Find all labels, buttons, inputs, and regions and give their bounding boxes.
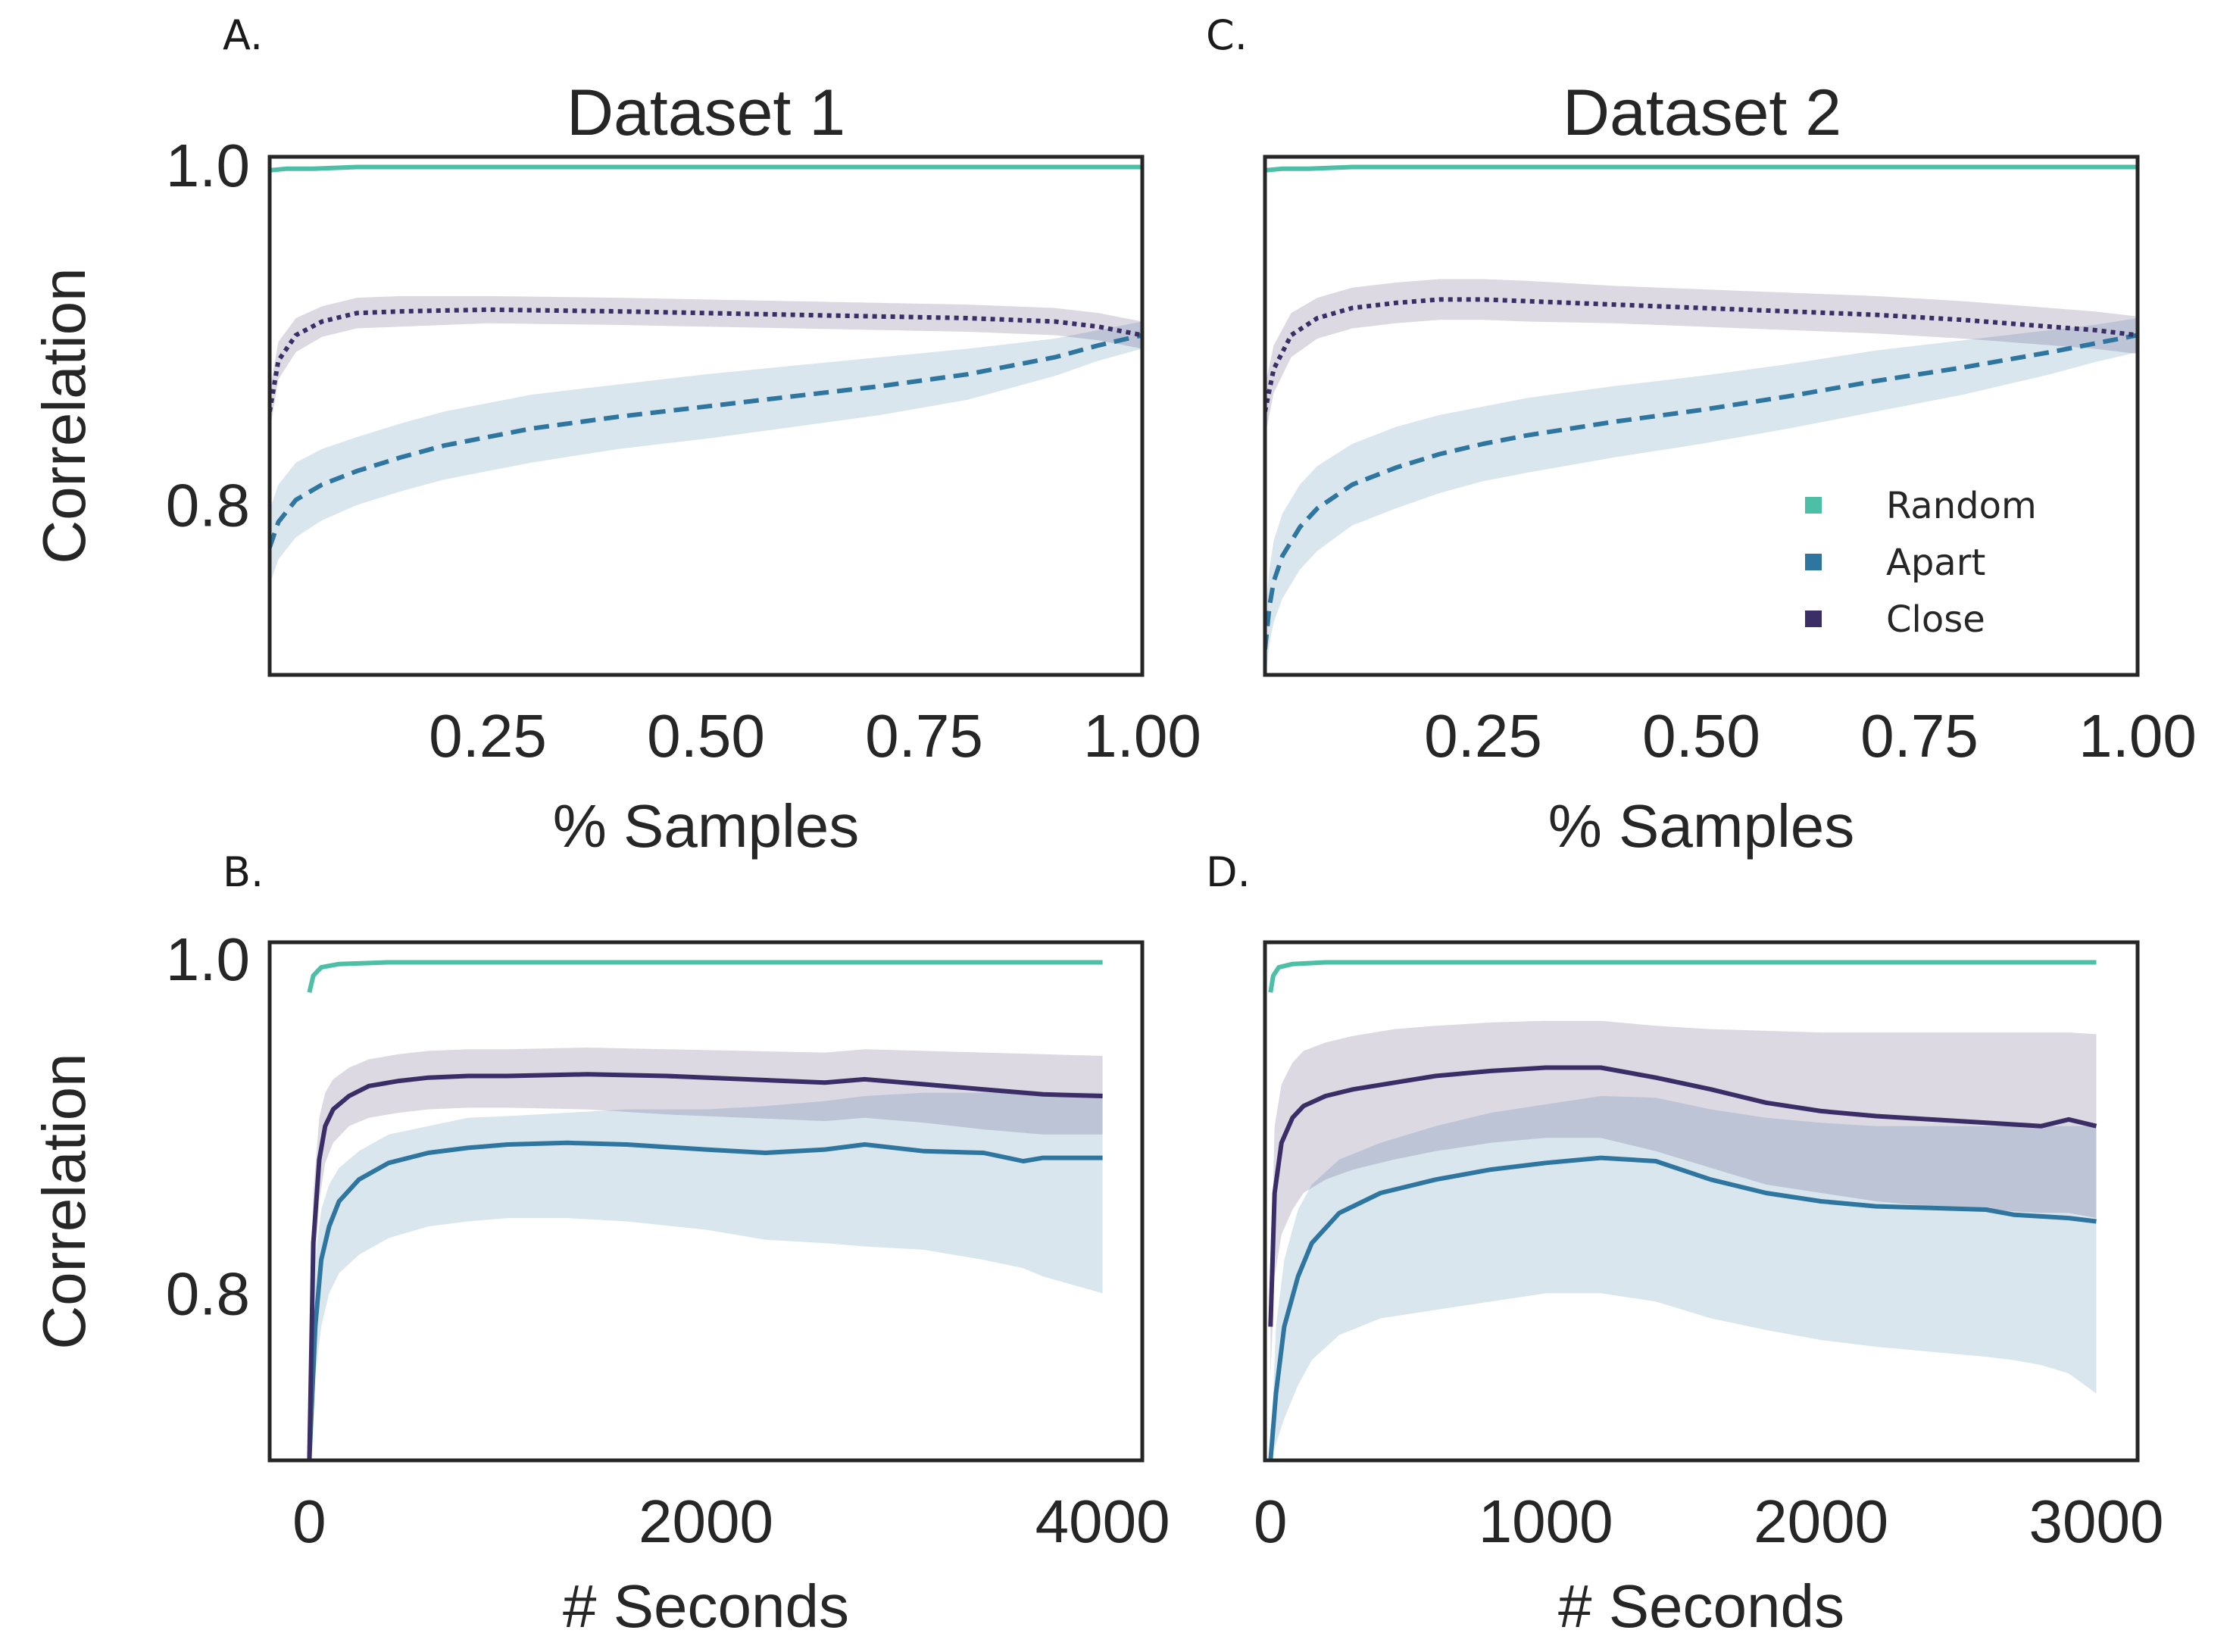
x-tick-label: 1.00 [2079, 702, 2197, 770]
panel-letter-c: C. [1206, 11, 1248, 59]
legend-swatch-close [1805, 611, 1822, 627]
band-close [1265, 279, 2138, 437]
plot-area-a [270, 164, 1142, 586]
x-tick-label: 1000 [1479, 1488, 1613, 1555]
chart-title-a: Dataset 1 [567, 77, 845, 149]
x-axis-label: % Samples [553, 792, 860, 860]
panel-a: A. Dataset 1 [223, 11, 845, 149]
panel-b: B. [223, 848, 264, 896]
x-tick-label: 0.25 [1424, 702, 1542, 770]
x-tick-label: 0.25 [429, 702, 547, 770]
y-axis-label: Correlation [30, 267, 98, 564]
series-line-random [307, 960, 1103, 993]
x-tick-label: 2000 [1754, 1488, 1888, 1555]
legend: Random Apart Close [1805, 485, 2037, 641]
series-line-random [270, 164, 1142, 173]
series-line-apart [1268, 1155, 2097, 1460]
x-tick-label: 0.50 [1642, 702, 1760, 770]
x-tick-label: 0.75 [1860, 702, 1979, 770]
x-tick-label: 1.00 [1083, 702, 1201, 770]
plot-area-b [307, 960, 1103, 1460]
panel-letter-b: B. [223, 848, 264, 896]
band-apart [309, 1092, 1103, 1460]
plot-frame [267, 940, 1145, 1463]
series-line-apart [307, 1140, 1103, 1460]
legend-swatch-apart [1805, 554, 1822, 570]
plot-frame [1263, 155, 2140, 677]
chart-title-c: Dataset 2 [1563, 77, 1841, 149]
y-tick-label: 1.0 [166, 132, 250, 199]
plot-d: 0 1000 2000 3000 # Seconds [1254, 940, 2164, 1640]
plot-a: 0.25 0.50 0.75 1.00 0.8 1.0 % Samples Correlati… [30, 132, 1201, 860]
legend-label-random: Random [1886, 485, 2037, 527]
series-line-random [1265, 164, 2138, 173]
plot-c: 0.25 0.50 0.75 1.00 % Samples Random Apart Clos… [1263, 155, 2197, 860]
x-axis-label: % Samples [1548, 792, 1855, 860]
legend-label-close: Close [1886, 598, 1985, 641]
panel-d: D. [1206, 848, 1251, 896]
x-tick-label: 4000 [1035, 1488, 1170, 1555]
band-apart [270, 321, 1142, 586]
panel-letter-d: D. [1206, 848, 1251, 896]
series-line-apart [270, 333, 1142, 548]
x-tick-label: 0.50 [647, 702, 765, 770]
legend-label-apart: Apart [1886, 542, 1985, 584]
band-apart [1265, 318, 2138, 675]
plot-area-d [1268, 960, 2097, 1460]
series-line-close [307, 1072, 1103, 1460]
plot-frame [1263, 940, 2140, 1463]
x-tick-label: 0.75 [865, 702, 983, 770]
y-tick-label: 1.0 [166, 926, 250, 993]
y-axis-label: Correlation [30, 1053, 98, 1349]
panel-c: C. Dataset 2 [1206, 11, 1841, 149]
plot-area-c [1265, 164, 2138, 675]
series-line-random [1268, 960, 2097, 993]
x-tick-label: 0 [292, 1488, 326, 1555]
series-line-apart [1265, 333, 2138, 650]
x-tick-label: 2000 [639, 1488, 773, 1555]
x-tick-label: 3000 [2029, 1488, 2164, 1555]
band-close [270, 295, 1142, 433]
series-line-close [1265, 297, 2138, 413]
y-tick-label: 0.8 [166, 472, 250, 539]
band-close [1270, 1020, 2097, 1377]
x-axis-label: # Seconds [563, 1572, 849, 1640]
y-tick-label: 0.8 [166, 1260, 250, 1327]
band-apart [1270, 1096, 2097, 1460]
plot-frame [267, 155, 1145, 677]
x-axis-label: # Seconds [1558, 1572, 1844, 1640]
legend-swatch-random [1805, 497, 1822, 514]
series-line-close [1268, 1065, 2097, 1327]
band-close [309, 1048, 1103, 1460]
plot-b: 0 2000 4000 0.8 1.0 # Seconds Correlation [30, 926, 1170, 1640]
panel-letter-a: A. [223, 11, 263, 59]
x-tick-label: 0 [1254, 1488, 1288, 1555]
